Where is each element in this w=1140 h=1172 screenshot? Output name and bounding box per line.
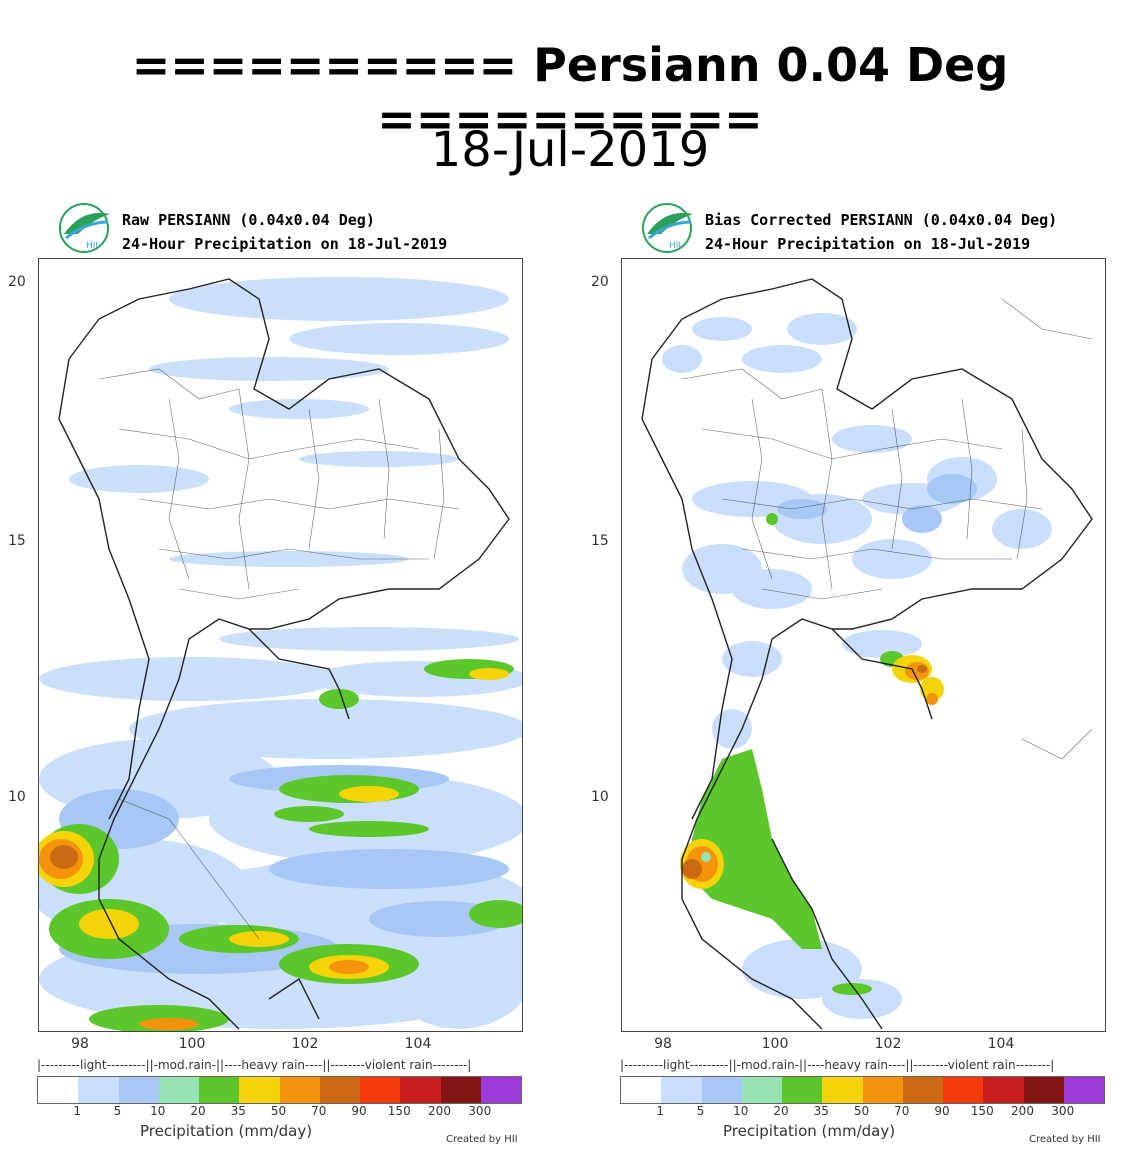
legend-tick: 10 [150, 1104, 166, 1118]
lat-label-20: 20 [8, 274, 26, 290]
color-swatch [440, 1077, 481, 1103]
legend-tick: 5 [696, 1104, 705, 1118]
legend-tick: 20 [190, 1104, 206, 1118]
legend-tick: 200 [1011, 1104, 1034, 1118]
bias-corrected-panel: HII Bias Corrected PERSIANN (0.04x0.04 D… [583, 200, 1128, 1160]
lon-label-102: 102 [874, 1036, 902, 1052]
page-title: ========== Persiann 0.04 Deg ========== [131, 38, 1009, 146]
lat-label-15: 15 [8, 533, 26, 549]
svg-text:HII: HII [86, 241, 98, 251]
legend-tick: 50 [853, 1104, 870, 1118]
lon-label-104: 104 [987, 1036, 1015, 1052]
legend-colorbar [620, 1076, 1105, 1104]
lat-label-15: 15 [591, 533, 609, 549]
color-swatch [400, 1077, 441, 1103]
credit-text: Created by HII [446, 1134, 518, 1145]
legend-tick: 90 [351, 1104, 367, 1118]
color-swatch [943, 1077, 984, 1103]
hii-logo-icon: HII [639, 200, 699, 256]
legend-tick: 35 [813, 1104, 829, 1118]
credit-text: Created by HII [1029, 1134, 1101, 1145]
legend-tick: 150 [387, 1104, 411, 1118]
raw-precip-map [38, 258, 523, 1032]
lon-label-102: 102 [291, 1036, 319, 1052]
color-swatch [902, 1077, 943, 1103]
color-swatch [360, 1077, 401, 1103]
color-swatch [1023, 1077, 1064, 1103]
color-swatch [741, 1077, 782, 1103]
color-swatch [701, 1077, 742, 1103]
legend-tick: 70 [311, 1104, 327, 1118]
legend-tick: 10 [733, 1104, 749, 1118]
legend-tick: 35 [230, 1104, 246, 1118]
color-swatch [480, 1077, 521, 1103]
legend-tick: 300 [468, 1104, 492, 1118]
legend-ticks: 1 5 10 20 35 50 70 90 150 200 300 [37, 1104, 520, 1120]
panel-title: Raw PERSIANN (0.04x0.04 Deg) 24-Hour Pre… [122, 211, 448, 253]
lon-label-98: 98 [654, 1036, 672, 1052]
legend-label: Precipitation (mm/day) [140, 1122, 313, 1140]
legend-tick: 70 [894, 1104, 910, 1118]
legend-tick: 90 [934, 1104, 950, 1118]
svg-text:HII: HII [669, 241, 681, 251]
legend-tick: 200 [428, 1104, 451, 1118]
bias-corrected-precip-map [621, 258, 1106, 1032]
lon-label-104: 104 [404, 1036, 432, 1052]
color-swatch [78, 1077, 119, 1103]
lon-label-100: 100 [761, 1036, 789, 1052]
lat-label-20: 20 [591, 274, 609, 290]
legend-tick: 20 [773, 1104, 789, 1118]
lat-label-10: 10 [8, 789, 26, 805]
color-swatch [621, 1077, 662, 1103]
lat-label-10: 10 [591, 789, 609, 805]
color-swatch [822, 1077, 863, 1103]
legend-categories: |---------light---------||-mod.rain-||--… [620, 1058, 1055, 1072]
legend-tick: 1 [656, 1104, 665, 1118]
color-swatch [158, 1077, 199, 1103]
panel-title: Bias Corrected PERSIANN (0.04x0.04 Deg) … [705, 211, 1058, 253]
legend-tick: 300 [1051, 1104, 1075, 1118]
hii-logo-icon: HII [56, 200, 116, 256]
color-swatch [199, 1077, 240, 1103]
legend-tick: 1 [73, 1104, 82, 1118]
color-swatch [38, 1077, 79, 1103]
color-swatch [118, 1077, 159, 1103]
legend-tick: 150 [970, 1104, 994, 1118]
color-swatch [239, 1077, 280, 1103]
color-swatch [983, 1077, 1024, 1103]
legend-tick: 50 [270, 1104, 287, 1118]
color-swatch [1063, 1077, 1104, 1103]
legend-label: Precipitation (mm/day) [723, 1122, 896, 1140]
legend-ticks: 1 5 10 20 35 50 70 90 150 200 300 [620, 1104, 1103, 1120]
color-swatch [862, 1077, 903, 1103]
legend-categories: |---------light---------||-mod.rain-||--… [37, 1058, 472, 1072]
color-swatch [279, 1077, 320, 1103]
color-swatch [319, 1077, 360, 1103]
raw-persiann-panel: HII Raw PERSIANN (0.04x0.04 Deg) 24-Hour… [0, 200, 545, 1160]
lon-label-98: 98 [71, 1036, 89, 1052]
legend-tick: 5 [113, 1104, 122, 1118]
lon-label-100: 100 [178, 1036, 206, 1052]
date-title: 18-Jul-2019 [430, 122, 710, 178]
color-swatch [661, 1077, 702, 1103]
legend-colorbar [37, 1076, 522, 1104]
color-swatch [782, 1077, 823, 1103]
